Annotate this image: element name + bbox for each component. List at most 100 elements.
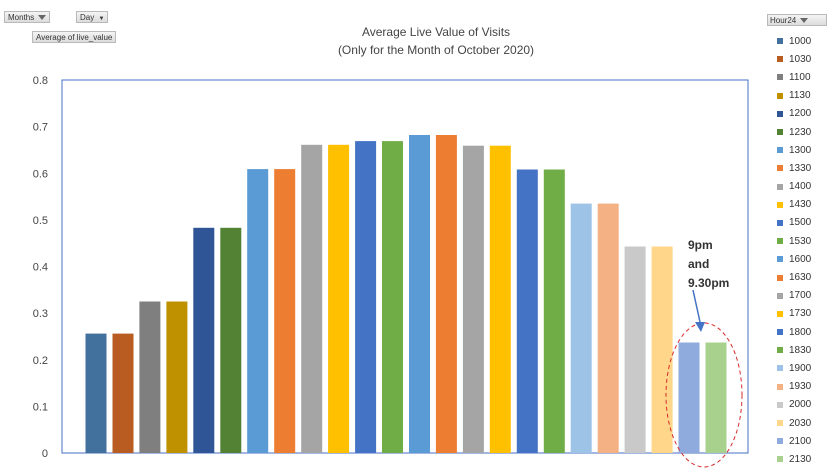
- legend-swatch: [777, 456, 783, 463]
- legend-label: 1430: [789, 199, 812, 211]
- bar-1930: [597, 203, 619, 453]
- legend-list: 1000 1030 1100 1130 1200 1230 1300 1330 1400 1430…: [777, 32, 811, 469]
- months-field-label: Months: [8, 13, 35, 22]
- legend-item[interactable]: 2100: [777, 432, 811, 450]
- legend-label: 1930: [789, 381, 812, 393]
- legend-item[interactable]: 1030: [777, 50, 811, 68]
- legend-label: 1130: [789, 90, 811, 102]
- legend-label: 2000: [789, 399, 812, 411]
- legend-swatch: [777, 56, 783, 63]
- value-field-button[interactable]: Average of live_value: [32, 31, 117, 43]
- bar-2100: [678, 342, 700, 453]
- bar-1430: [328, 144, 350, 454]
- y-tick-label: 0.4: [33, 262, 48, 274]
- bar-1230: [220, 227, 242, 453]
- legend-swatch: [777, 329, 783, 336]
- bar-1730: [489, 145, 511, 453]
- legend-item[interactable]: 1400: [777, 178, 811, 196]
- callout-line-2: and: [688, 257, 710, 271]
- legend-item[interactable]: 1600: [777, 250, 811, 268]
- legend-swatch: [777, 165, 783, 172]
- legend-swatch: [777, 74, 783, 81]
- bar-2030: [651, 246, 673, 453]
- bar-2000: [624, 246, 646, 453]
- bar-1300: [247, 169, 269, 453]
- legend-label: 1230: [789, 126, 812, 138]
- plot-area-border: [61, 79, 749, 454]
- highlight-circle: [665, 322, 743, 468]
- y-axis: 0 0.1 0.2 0.3 0.4 0.5 0.6 0.7 0.8: [33, 75, 48, 460]
- y-tick-label: 0.3: [33, 308, 48, 320]
- legend-item[interactable]: 1930: [777, 378, 811, 396]
- bar-1400: [301, 144, 323, 454]
- legend-label: 1400: [789, 181, 812, 193]
- y-tick-label: 0.6: [33, 168, 48, 180]
- legend-item[interactable]: 1530: [777, 232, 811, 250]
- legend-item[interactable]: 1630: [777, 268, 811, 286]
- legend-swatch: [777, 238, 783, 245]
- legend-item[interactable]: 1500: [777, 214, 811, 232]
- legend-item[interactable]: 1330: [777, 159, 811, 177]
- legend-label: 1830: [789, 344, 812, 356]
- legend-item[interactable]: 2130: [777, 450, 811, 468]
- legend: Hour24 1000 1030 1100 1130 1200 1230 1300 1330 1…: [767, 14, 827, 465]
- legend-label: 2130: [789, 453, 812, 465]
- legend-swatch: [777, 365, 783, 372]
- legend-item[interactable]: 1200: [777, 105, 811, 123]
- legend-label: 1530: [789, 235, 812, 247]
- day-field-button[interactable]: Day ▼: [76, 11, 109, 23]
- bar-1200: [193, 227, 215, 453]
- bar-1900: [570, 203, 592, 453]
- y-tick-label: 0.2: [33, 355, 48, 367]
- filter-funnel-icon: [38, 15, 47, 21]
- bar-1630: [435, 135, 457, 453]
- legend-swatch: [777, 274, 783, 281]
- legend-swatch: [777, 347, 783, 354]
- legend-label: 1800: [789, 326, 812, 338]
- legend-item[interactable]: 1800: [777, 323, 811, 341]
- y-tick-label: 0.8: [33, 75, 48, 87]
- bar-1130: [166, 301, 188, 453]
- legend-item[interactable]: 1900: [777, 359, 811, 377]
- legend-swatch: [777, 92, 783, 99]
- legend-item[interactable]: 1000: [777, 32, 811, 50]
- legend-swatch: [777, 219, 783, 226]
- legend-item[interactable]: 1130: [777, 87, 811, 105]
- legend-label: 1000: [789, 35, 812, 47]
- legend-swatch: [777, 256, 783, 263]
- legend-item[interactable]: 1430: [777, 196, 811, 214]
- legend-swatch: [777, 383, 783, 390]
- legend-item[interactable]: 1700: [777, 287, 811, 305]
- day-field-label: Day: [80, 13, 95, 22]
- y-tick-label: 0.7: [33, 122, 48, 134]
- y-tick-label: 0: [42, 448, 48, 460]
- legend-label: 2030: [789, 417, 812, 429]
- legend-label: 1600: [789, 253, 812, 265]
- callout-line-1: 9pm: [688, 238, 713, 252]
- legend-item[interactable]: 1100: [777, 68, 811, 86]
- legend-label: 1730: [789, 308, 812, 320]
- legend-item[interactable]: 1830: [777, 341, 811, 359]
- legend-label: 1630: [789, 272, 812, 284]
- bar-1500: [355, 141, 377, 453]
- legend-swatch: [777, 438, 783, 445]
- legend-label: 1200: [789, 108, 812, 120]
- chart-subtitle: (Only for the Month of October 2020): [338, 43, 534, 57]
- legend-item[interactable]: 2030: [777, 414, 811, 432]
- legend-item[interactable]: 1730: [777, 305, 811, 323]
- months-field-button[interactable]: Months: [4, 11, 51, 23]
- legend-label: 1100: [789, 71, 811, 83]
- chevron-down-icon: ▼: [98, 16, 105, 22]
- bar-1600: [409, 135, 430, 453]
- legend-item[interactable]: 1230: [777, 123, 811, 141]
- legend-field-button[interactable]: Hour24: [767, 14, 827, 26]
- legend-label: 1900: [789, 362, 812, 374]
- y-tick-label: 0.5: [33, 215, 48, 227]
- bar-1800: [516, 169, 538, 453]
- legend-swatch: [777, 110, 783, 117]
- legend-item[interactable]: 1300: [777, 141, 811, 159]
- legend-label: 2100: [789, 435, 812, 447]
- legend-item[interactable]: 2000: [777, 396, 811, 414]
- legend-label: 1500: [789, 217, 812, 229]
- legend-label: 1330: [789, 162, 812, 174]
